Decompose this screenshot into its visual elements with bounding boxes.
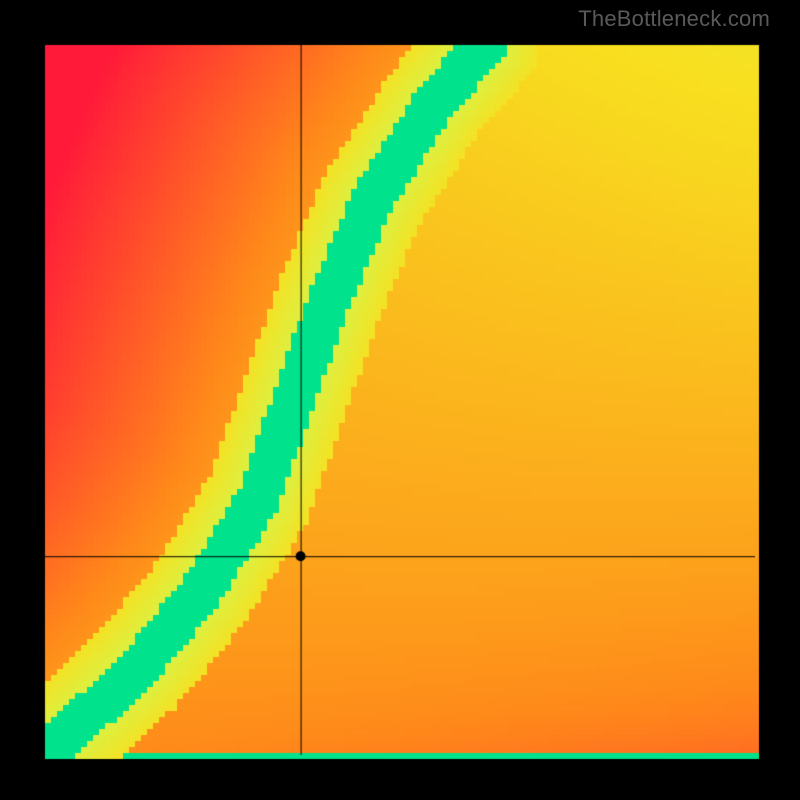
heatmap-canvas — [0, 0, 800, 800]
watermark-text: TheBottleneck.com — [578, 6, 770, 32]
chart-container: TheBottleneck.com — [0, 0, 800, 800]
